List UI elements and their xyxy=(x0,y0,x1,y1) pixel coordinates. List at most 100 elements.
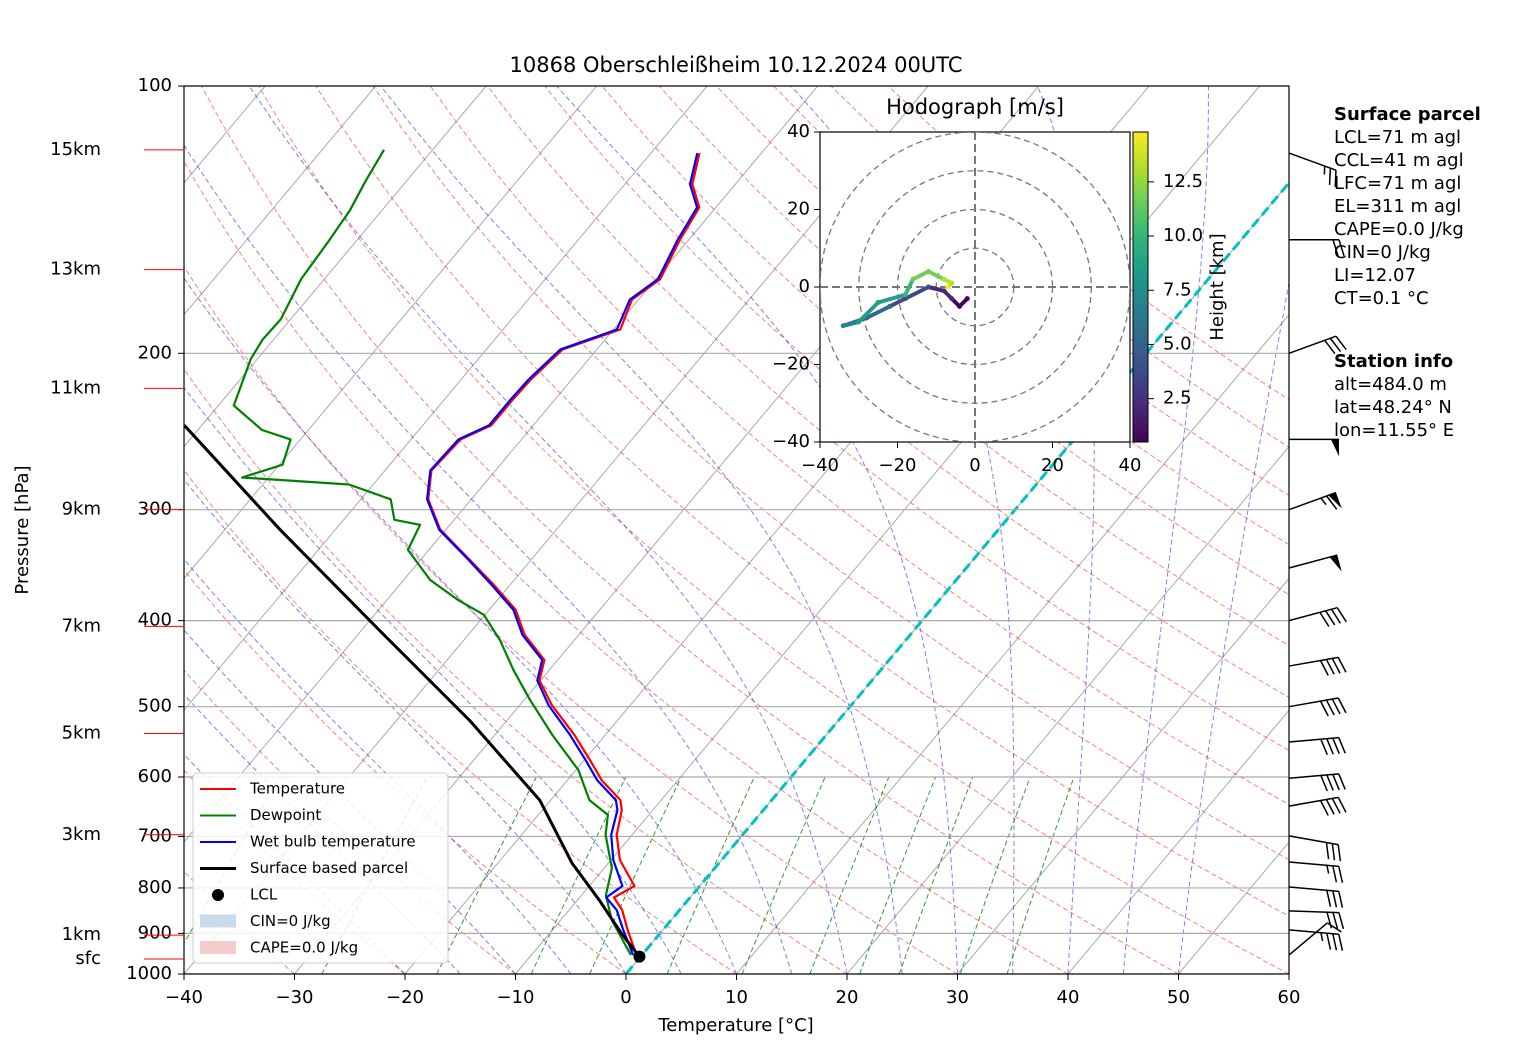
hodograph-point xyxy=(926,269,931,274)
barb-feather xyxy=(1338,773,1346,790)
annotation-line: CCL=41 m agl xyxy=(1334,150,1464,171)
x-tick-label: 30 xyxy=(946,987,969,1008)
y-tick-label: 1000 xyxy=(126,963,172,984)
annotation-line: CAPE=0.0 J/kg xyxy=(1334,219,1464,240)
y-tick-label: 500 xyxy=(138,696,172,717)
legend-label: CIN=0 J/kg xyxy=(250,912,331,930)
wind-barb xyxy=(1288,796,1347,816)
height-label: 3km xyxy=(62,824,101,845)
chart-title: 10868 Oberschleißheim 10.12.2024 00UTC xyxy=(510,53,963,77)
y-tick-label: 900 xyxy=(138,922,172,943)
barb-flag xyxy=(1331,439,1339,457)
profile-line xyxy=(427,152,701,956)
wind-barb xyxy=(1288,886,1344,908)
barb-staff xyxy=(1288,910,1339,914)
moist-adiabat xyxy=(184,478,627,974)
barb-feather xyxy=(1319,660,1329,676)
colorbar-tick-label: 5.0 xyxy=(1163,333,1192,354)
annotation-line: lat=48.24° N xyxy=(1334,397,1452,418)
barb-half xyxy=(1320,497,1327,506)
mixing-ratio-line xyxy=(741,776,826,974)
hodograph-plot xyxy=(820,132,1130,442)
hodograph-segment xyxy=(926,285,946,293)
moist-adiabat xyxy=(184,386,682,974)
x-axis-label: Temperature [°C] xyxy=(657,1015,813,1036)
annotation-title: Surface parcel xyxy=(1334,104,1481,125)
y-tick-label: 700 xyxy=(138,825,172,846)
hodograph-point xyxy=(910,276,916,282)
x-tick-label: 40 xyxy=(1057,987,1080,1008)
colorbar-tick-label: 10.0 xyxy=(1163,225,1203,246)
wind-barb xyxy=(1288,656,1347,676)
x-tick-label: −40 xyxy=(801,455,839,476)
barb-staff xyxy=(1288,929,1339,936)
isotherm xyxy=(736,313,1289,974)
x-tick-label: 40 xyxy=(1119,455,1142,476)
wind-barb xyxy=(1288,152,1337,187)
mixing-ratio-line xyxy=(959,776,1031,974)
x-tick-label: −30 xyxy=(276,987,314,1008)
barb-feather xyxy=(1326,890,1332,907)
barb-feather xyxy=(1332,912,1339,929)
wind-barb xyxy=(1288,606,1347,627)
height-label: 7km xyxy=(62,615,101,636)
hodograph-point xyxy=(887,303,893,309)
wind-barb xyxy=(1288,910,1345,929)
x-tick-label: 20 xyxy=(836,987,859,1008)
x-tick-label: 60 xyxy=(1278,987,1301,1008)
wind-barb xyxy=(1288,929,1344,951)
barb-feather xyxy=(1336,607,1347,623)
y-tick-label: 40 xyxy=(787,121,810,142)
barb-feather xyxy=(1331,843,1336,861)
wind-barb xyxy=(1289,239,1345,257)
wind-barb xyxy=(1288,861,1344,883)
hodograph-point xyxy=(840,323,846,329)
dry-adiabat xyxy=(184,368,848,974)
annotation-line: CT=0.1 °C xyxy=(1334,288,1429,309)
barb-feather xyxy=(1325,495,1338,510)
wind-barb xyxy=(1288,335,1347,355)
y-tick-label: 20 xyxy=(787,199,810,220)
hodograph-point xyxy=(941,276,947,282)
barb-staff xyxy=(1288,922,1328,956)
hodograph-point xyxy=(941,288,947,294)
dry-adiabat xyxy=(372,86,1289,861)
barb-staff xyxy=(1288,796,1339,807)
legend-label: Dewpoint xyxy=(250,806,321,824)
barb-staff xyxy=(1288,554,1338,569)
barb-feather xyxy=(1320,738,1328,756)
barb-staff xyxy=(1288,835,1339,846)
wind-barb xyxy=(1288,835,1342,862)
isotherm xyxy=(184,86,598,580)
barb-feather xyxy=(1337,844,1342,862)
barb-feather xyxy=(1337,657,1347,673)
x-tick-label: −20 xyxy=(386,987,424,1008)
barb-staff xyxy=(1288,697,1339,708)
isotherm xyxy=(846,445,1289,974)
barb-feather xyxy=(1332,865,1338,883)
height-label: 15km xyxy=(50,139,101,160)
legend-marker xyxy=(212,889,224,901)
legend-label: CAPE=0.0 J/kg xyxy=(250,939,358,957)
barb-feather xyxy=(1338,912,1345,929)
y-tick-label: 100 xyxy=(138,75,172,96)
wind-barb xyxy=(1288,773,1346,792)
hodograph-point xyxy=(945,284,951,290)
hodograph-point xyxy=(957,303,962,309)
annotation-line: alt=484.0 m xyxy=(1334,374,1447,395)
wind-barb xyxy=(1289,438,1339,457)
barb-half xyxy=(1326,865,1330,874)
y-tick-label: 400 xyxy=(138,610,172,631)
barb-feather xyxy=(1338,737,1346,754)
hodograph-point xyxy=(902,292,908,298)
hodograph-segment xyxy=(911,269,931,282)
hodograph-point xyxy=(926,284,931,290)
annotation-line: LFC=71 m agl xyxy=(1334,173,1461,194)
barb-feather xyxy=(1324,339,1336,355)
legend-label: Wet bulb temperature xyxy=(250,833,416,851)
dry-adiabat xyxy=(258,86,1289,974)
legend-label: LCL xyxy=(250,886,278,904)
x-tick-label: −10 xyxy=(497,987,535,1008)
hodograph: Hodograph [m/s] −40 −20 0 20 40 −40 −20 0 20 40 2.5… xyxy=(772,95,1228,476)
